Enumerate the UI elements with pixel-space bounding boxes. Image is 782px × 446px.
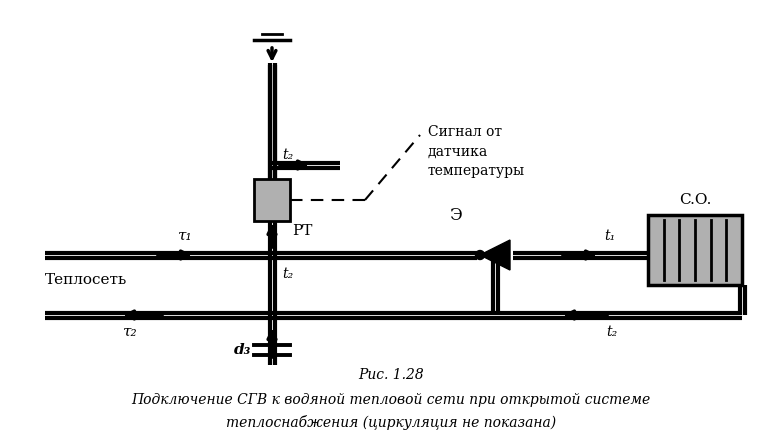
Text: t₂: t₂ xyxy=(282,148,293,162)
Text: Теплосеть: Теплосеть xyxy=(45,273,127,287)
Text: Сигнал от
датчика
температуры: Сигнал от датчика температуры xyxy=(428,125,526,178)
Text: PT: PT xyxy=(292,224,312,238)
Text: Подключение СГВ к водяной тепловой сети при открытой системе: Подключение СГВ к водяной тепловой сети … xyxy=(131,393,651,407)
Text: d₃: d₃ xyxy=(233,343,250,357)
Text: t₂: t₂ xyxy=(606,325,618,339)
Text: τ₁: τ₁ xyxy=(178,229,192,243)
Text: Рис. 1.28: Рис. 1.28 xyxy=(358,368,424,382)
Text: t₂: t₂ xyxy=(282,267,293,281)
Polygon shape xyxy=(480,240,510,270)
Text: t₁: t₁ xyxy=(604,229,615,243)
Circle shape xyxy=(475,251,485,260)
Bar xyxy=(648,215,742,285)
Bar xyxy=(254,179,290,221)
Text: Э: Э xyxy=(449,206,461,223)
Text: теплоснабжения (циркуляция не показана): теплоснабжения (циркуляция не показана) xyxy=(226,414,556,429)
Text: τ₂: τ₂ xyxy=(123,325,138,339)
Text: C.O.: C.O. xyxy=(679,193,711,207)
